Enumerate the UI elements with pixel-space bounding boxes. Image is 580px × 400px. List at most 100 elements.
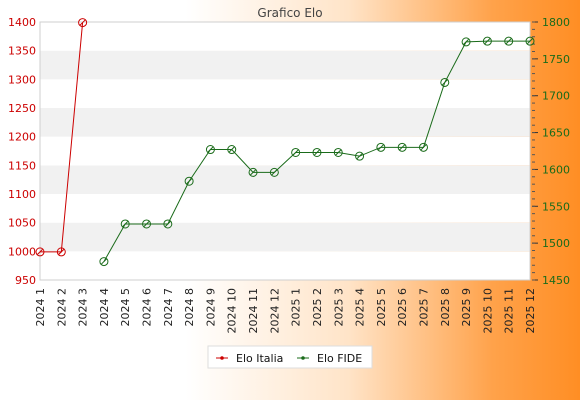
data-point	[99, 257, 109, 267]
data-point-mark	[356, 153, 363, 160]
x-tick-label: 2024 10	[226, 288, 239, 334]
data-point	[312, 147, 322, 157]
x-tick-label: 2024 1	[34, 288, 47, 327]
data-point-mark	[335, 149, 342, 156]
data-point	[248, 167, 258, 177]
y-left-tick-label: 1050	[8, 217, 36, 230]
x-tick-label: 2025 8	[439, 288, 452, 327]
data-point-mark	[505, 38, 512, 45]
data-point-mark	[463, 39, 469, 45]
y-right-tick-label: 1800	[542, 16, 570, 29]
data-point	[291, 147, 301, 157]
grid-band	[40, 22, 530, 51]
data-point	[461, 37, 471, 47]
grid-band	[40, 136, 530, 166]
y-left-tick-label: 1150	[8, 159, 36, 172]
data-point	[482, 36, 492, 46]
data-point-mark	[122, 221, 129, 227]
data-point-mark	[292, 149, 299, 156]
data-point-mark	[37, 249, 43, 255]
x-tick-label: 2025 4	[354, 288, 367, 327]
grid-band	[40, 79, 530, 108]
x-tick-label: 2025 3	[332, 288, 345, 327]
data-point-mark	[164, 221, 171, 227]
y-right-tick-label: 1500	[542, 237, 570, 250]
y-right-tick-label: 1650	[542, 127, 570, 140]
data-point-mark	[399, 144, 406, 151]
y-right-tick-label: 1750	[542, 53, 570, 66]
legend-marker	[220, 356, 224, 360]
data-point-mark	[441, 79, 448, 86]
data-point	[333, 147, 343, 157]
x-tick-label: 2025 1	[290, 288, 303, 327]
data-point	[504, 36, 514, 46]
data-point-mark	[378, 144, 384, 151]
data-point	[418, 142, 428, 152]
x-tick-label: 2025 7	[417, 288, 430, 327]
x-tick-label: 2024 6	[141, 288, 154, 327]
data-point-mark	[314, 149, 320, 156]
data-point	[184, 176, 194, 186]
data-point	[376, 142, 386, 152]
data-point	[142, 219, 152, 229]
data-point-mark	[58, 249, 65, 255]
x-tick-label: 2024 5	[119, 288, 132, 327]
grid-band	[40, 108, 530, 137]
data-point-mark	[79, 19, 86, 26]
x-tick-label: 2024 9	[204, 288, 217, 327]
y-right-tick-label: 1700	[542, 90, 570, 103]
x-tick-label: 2025 2	[311, 288, 324, 327]
data-point-mark	[228, 146, 235, 153]
y-left-tick-label: 1250	[8, 102, 36, 115]
data-point	[525, 36, 535, 46]
data-point-mark	[101, 258, 107, 265]
data-point	[205, 145, 215, 155]
legend-label: Elo Italia	[236, 352, 283, 365]
x-tick-label: 2025 9	[460, 288, 473, 327]
x-tick-label: 2024 4	[98, 288, 111, 327]
data-point	[78, 18, 88, 28]
x-tick-label: 2025 6	[396, 288, 409, 327]
data-point	[397, 142, 407, 152]
data-point-mark	[250, 169, 256, 176]
grid-band	[40, 50, 530, 80]
x-tick-label: 2024 12	[268, 288, 281, 334]
data-point	[355, 151, 365, 161]
y-right-tick-label: 1450	[542, 274, 570, 287]
data-point-mark	[186, 178, 192, 185]
legend-marker	[301, 356, 305, 360]
x-tick-label: 2024 11	[247, 288, 260, 334]
legend-box	[207, 345, 373, 369]
data-point-mark	[143, 221, 150, 227]
legend: Elo Italia Elo FIDE	[207, 345, 373, 369]
y-left-tick-label: 1000	[8, 245, 36, 258]
x-tick-label: 2025 11	[503, 288, 516, 334]
data-point	[227, 145, 237, 155]
grid-band	[40, 165, 530, 194]
y-left-tick-label: 950	[15, 274, 36, 287]
y-left-tick-label: 1100	[8, 188, 36, 201]
data-point-mark	[484, 38, 491, 45]
data-point	[120, 219, 130, 229]
grid-band	[40, 194, 530, 223]
legend-label: Elo FIDE	[317, 352, 362, 365]
x-tick-label: 2024 3	[77, 288, 90, 327]
x-tick-label: 2025 10	[481, 288, 494, 334]
grid-band	[40, 222, 530, 252]
x-tick-label: 2024 2	[55, 288, 68, 327]
x-tick-label: 2024 7	[162, 288, 175, 327]
data-point-mark	[207, 146, 214, 153]
x-tick-label: 2025 5	[375, 288, 388, 327]
plot-frame	[39, 21, 531, 281]
data-point	[163, 219, 173, 229]
data-point	[35, 247, 45, 257]
y-right-tick-label: 1550	[542, 200, 570, 213]
chart-title: Grafico Elo	[257, 6, 322, 20]
y-left-tick-label: 1350	[8, 45, 36, 58]
data-point	[440, 77, 450, 87]
grid-band	[40, 251, 530, 280]
x-tick-label: 2024 8	[183, 288, 196, 327]
plot-area: 950 1000 1050 1100 1150 1200 1250 1300 1350 1400 1…	[8, 16, 570, 334]
y-left-tick-label: 1400	[8, 16, 36, 29]
